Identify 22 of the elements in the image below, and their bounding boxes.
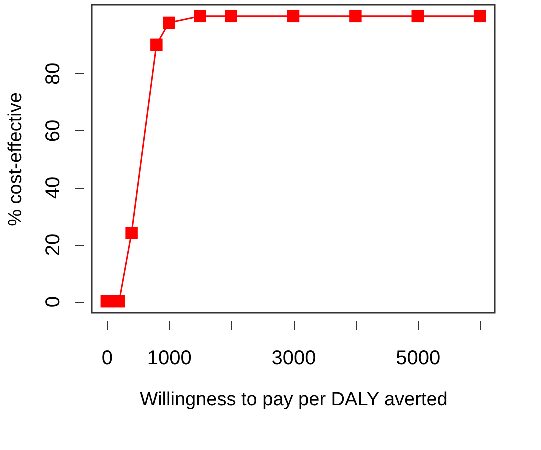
point <box>474 10 486 23</box>
y-tick-label: 0 <box>42 296 64 308</box>
point <box>412 10 424 23</box>
y-tick-label: 20 <box>42 234 64 256</box>
x-tick-label: 5000 <box>396 348 441 370</box>
x-tick-label: 0 <box>102 348 113 370</box>
point <box>350 10 362 23</box>
point <box>150 38 163 52</box>
y-tick-label: 80 <box>42 62 64 86</box>
point <box>287 10 300 23</box>
point <box>225 10 238 23</box>
point <box>113 295 126 308</box>
point <box>100 295 114 308</box>
point <box>126 227 138 240</box>
y-tick-label: 60 <box>42 120 64 142</box>
y-axis-title: % cost-effective <box>6 92 26 226</box>
point <box>194 10 206 23</box>
x-tick-label: 1000 <box>147 348 192 370</box>
y-tick-label: 40 <box>42 176 64 200</box>
x-tick-label: 3000 <box>272 348 316 370</box>
x-axis-title: Willingness to pay per DALY averted <box>140 390 448 410</box>
point <box>162 16 176 30</box>
